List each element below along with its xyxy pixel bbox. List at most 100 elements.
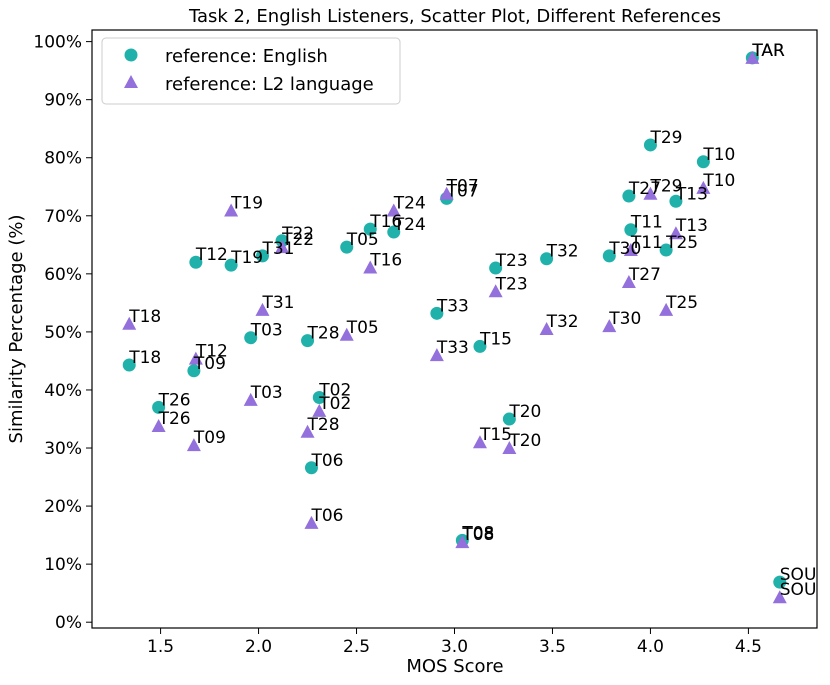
l2-ref-point — [339, 327, 354, 341]
x-tick-label: 2.5 — [343, 637, 370, 657]
legend-triangle-marker — [124, 75, 138, 88]
y-tick-label: 20% — [44, 497, 82, 517]
point-label: T31 — [261, 293, 294, 313]
l2-ref-point — [255, 302, 270, 316]
point-label: T15 — [479, 425, 512, 445]
point-label: T23 — [495, 251, 528, 271]
english-ref-point — [122, 358, 136, 372]
l2-ref-point — [151, 418, 166, 432]
l2-ref-point — [275, 240, 290, 254]
l2-ref-point — [186, 438, 201, 452]
point-label: T13 — [675, 184, 708, 204]
y-tick-label: 100% — [33, 33, 82, 53]
english-ref-point — [659, 243, 673, 257]
english-ref-point — [540, 252, 554, 266]
point-label: T32 — [546, 242, 579, 262]
point-label: T05 — [346, 318, 379, 338]
l2-ref-point — [224, 203, 239, 217]
l2-ref-point — [472, 435, 487, 449]
point-label: T07 — [446, 177, 479, 197]
l2-ref-point — [386, 203, 401, 217]
point-label: T06 — [310, 506, 343, 526]
l2-ref-point — [439, 186, 454, 200]
legend: reference: English reference: L2 languag… — [101, 37, 401, 105]
point-label: T18 — [128, 307, 161, 327]
english-ref-point — [363, 222, 377, 236]
point-label: T28 — [307, 415, 340, 435]
point-label: T29 — [649, 128, 682, 148]
english-ref-point — [502, 412, 516, 426]
l2-ref-point — [539, 322, 554, 335]
english-ref-point — [602, 249, 616, 263]
point-label: T08 — [461, 525, 494, 545]
point-label: T19 — [230, 248, 263, 268]
point-label: T05 — [346, 230, 379, 250]
point-label: T09 — [193, 354, 226, 374]
y-tick-label: 50% — [44, 323, 82, 343]
point-label: T33 — [436, 338, 469, 358]
l2-ref-point — [745, 50, 760, 64]
english-ref-point — [152, 400, 166, 414]
point-label: T20 — [508, 431, 541, 451]
english-ref-point — [696, 155, 710, 169]
point-label: T18 — [128, 348, 161, 368]
l2-ref-point — [363, 260, 378, 274]
x-tick-label: 3.5 — [539, 637, 566, 657]
point-label: T30 — [608, 309, 641, 329]
legend-box — [101, 37, 401, 105]
point-label: T12 — [195, 342, 228, 362]
x-tick-label: 1.5 — [147, 637, 174, 657]
point-label: T10 — [702, 171, 735, 191]
point-label: T24 — [393, 194, 426, 214]
point-label: T23 — [495, 274, 528, 294]
x-tick-label: 4.0 — [637, 637, 664, 657]
english-ref-point — [430, 306, 444, 320]
english-ref-point — [773, 575, 787, 589]
english-ref-point — [187, 364, 201, 378]
point-label: T29 — [649, 177, 682, 197]
l2-ref-point — [502, 441, 517, 455]
point-label: T19 — [230, 194, 263, 214]
point-label: T26 — [158, 390, 191, 410]
point-label: T31 — [261, 239, 294, 259]
english-ref-point — [255, 249, 269, 263]
l2-ref-point — [243, 392, 258, 406]
point-label: T27 — [628, 265, 661, 285]
point-label: T03 — [250, 383, 283, 403]
point-label: T32 — [546, 312, 579, 332]
point-label: T33 — [436, 296, 469, 316]
plot-frame — [91, 29, 818, 629]
point-label: T10 — [702, 145, 735, 165]
point-label: SOU — [780, 580, 817, 600]
x-tick-label: 2.0 — [245, 637, 272, 657]
english-ref-point — [473, 339, 487, 353]
l2-ref-point — [300, 424, 315, 438]
legend-circle-marker — [124, 48, 138, 62]
point-label: TAR — [751, 41, 785, 61]
point-label: TAR — [751, 41, 785, 61]
y-tick-label: 0% — [55, 613, 82, 633]
point-label: T16 — [369, 212, 402, 232]
english-ref-point — [224, 258, 238, 272]
english-ref-point — [622, 189, 636, 203]
point-label: T26 — [158, 409, 191, 429]
point-label: T22 — [281, 230, 314, 250]
l2-ref-point — [455, 535, 470, 549]
l2-ref-point — [659, 302, 674, 316]
point-label: T25 — [665, 233, 698, 253]
x-axis-label: MOS Score — [406, 656, 503, 677]
l2-ref-point — [602, 319, 617, 333]
english-ref-point — [340, 240, 354, 254]
y-axis-label: Similarity Percentage (%) — [6, 215, 27, 444]
y-tick-label: 90% — [44, 91, 82, 111]
english-ref-point — [669, 194, 683, 208]
l2-ref-point — [643, 186, 658, 200]
y-tick-label: 70% — [44, 207, 82, 227]
english-ref-point — [643, 138, 657, 152]
l2-ref-point — [304, 515, 319, 529]
l2-ref-point — [122, 316, 137, 330]
l2-ref-point — [312, 403, 327, 417]
point-label: T20 — [508, 402, 541, 422]
english-ref-point — [244, 331, 258, 345]
